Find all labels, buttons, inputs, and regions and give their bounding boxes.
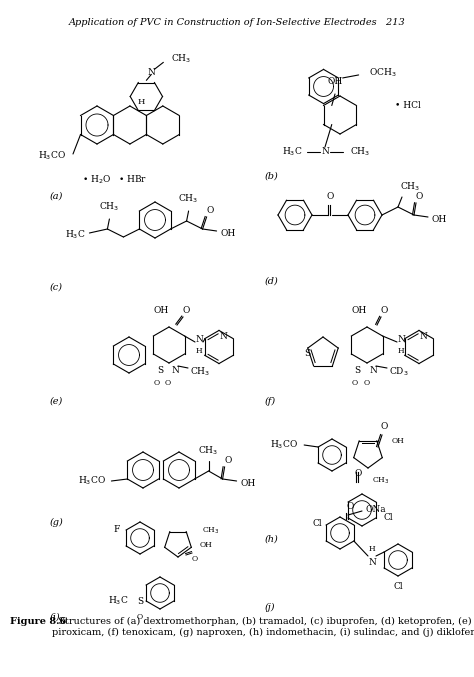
Text: H$_3$C: H$_3$C (108, 595, 128, 607)
Text: H: H (196, 347, 202, 355)
Text: S: S (137, 596, 143, 605)
Text: S: S (354, 366, 360, 375)
Text: (h): (h) (265, 535, 279, 544)
Text: H$_3$CO: H$_3$CO (78, 475, 105, 487)
Text: OH: OH (352, 306, 367, 315)
Text: OH: OH (328, 77, 343, 86)
Text: O: O (364, 379, 370, 387)
Text: (a): (a) (50, 192, 64, 201)
Text: CH$_3$: CH$_3$ (190, 366, 210, 378)
Text: H: H (398, 347, 404, 355)
Text: (f): (f) (265, 397, 276, 406)
Text: N: N (419, 332, 427, 341)
Text: (d): (d) (265, 277, 279, 286)
Text: O: O (352, 379, 358, 387)
Text: O: O (326, 192, 334, 201)
Text: CH$_3$: CH$_3$ (172, 52, 191, 64)
Text: Cl: Cl (393, 582, 403, 591)
Text: (j): (j) (265, 603, 275, 612)
Text: CH$_3$: CH$_3$ (99, 200, 119, 213)
Text: O: O (225, 456, 232, 465)
Text: CH$_3$: CH$_3$ (350, 146, 370, 158)
Text: (e): (e) (50, 397, 63, 406)
Text: N: N (369, 366, 377, 375)
Text: Cl: Cl (312, 519, 322, 527)
Text: O: O (207, 206, 214, 215)
Text: • H$_2$O   • HBr: • H$_2$O • HBr (82, 174, 147, 186)
Text: N: N (321, 148, 329, 156)
Text: O: O (192, 555, 198, 563)
Text: OH: OH (220, 229, 236, 238)
Text: N: N (397, 336, 405, 345)
Text: H$_3$CO: H$_3$CO (38, 150, 66, 162)
Text: H$_3$C: H$_3$C (283, 146, 303, 158)
Text: H$_3$CO: H$_3$CO (270, 439, 298, 452)
Text: O: O (183, 306, 191, 315)
Text: O: O (381, 306, 388, 315)
Text: Figure 8.6: Figure 8.6 (10, 617, 66, 626)
Text: Cl: Cl (384, 513, 393, 523)
Text: CH$_3$: CH$_3$ (202, 526, 219, 536)
Text: CH$_3$: CH$_3$ (178, 192, 199, 205)
Text: H: H (369, 545, 375, 553)
Text: • HCl: • HCl (395, 100, 421, 110)
Text: OH: OH (241, 479, 256, 487)
Text: Structures of (a) dextromethorphan, (b) tramadol, (c) ibuprofen, (d) ketoprofen,: Structures of (a) dextromethorphan, (b) … (52, 617, 474, 636)
Text: N: N (171, 366, 179, 375)
Text: O: O (137, 613, 143, 621)
Text: N: N (147, 68, 155, 77)
Text: N: N (219, 332, 227, 341)
Text: CH$_3$: CH$_3$ (400, 181, 420, 193)
Text: OH: OH (200, 541, 213, 549)
Text: CD$_3$: CD$_3$ (389, 366, 409, 378)
Text: (i): (i) (50, 613, 61, 622)
Text: O: O (154, 379, 160, 387)
Text: O: O (380, 422, 388, 431)
Text: O: O (346, 502, 354, 511)
Text: OH: OH (392, 437, 405, 445)
Text: Application of PVC in Construction of Ion-Selective Electrodes   213: Application of PVC in Construction of Io… (69, 18, 405, 27)
Text: H: H (137, 97, 145, 106)
Text: O: O (416, 192, 423, 201)
Text: OH: OH (432, 215, 447, 223)
Text: (c): (c) (50, 283, 63, 292)
Text: OCH$_3$: OCH$_3$ (369, 67, 396, 79)
Text: (b): (b) (265, 172, 279, 181)
Text: OH: OH (154, 306, 169, 315)
Text: S: S (157, 366, 163, 375)
Text: N: N (195, 336, 203, 345)
Text: H$_3$C: H$_3$C (65, 229, 85, 241)
Text: (g): (g) (50, 518, 64, 527)
Text: O: O (165, 379, 171, 387)
Text: S: S (304, 349, 310, 357)
Text: CH$_3$: CH$_3$ (199, 445, 219, 457)
Text: ONa: ONa (366, 504, 387, 513)
Text: F: F (114, 525, 120, 535)
Text: N: N (368, 558, 376, 567)
Text: O: O (354, 469, 362, 478)
Text: CH$_3$: CH$_3$ (372, 475, 390, 485)
